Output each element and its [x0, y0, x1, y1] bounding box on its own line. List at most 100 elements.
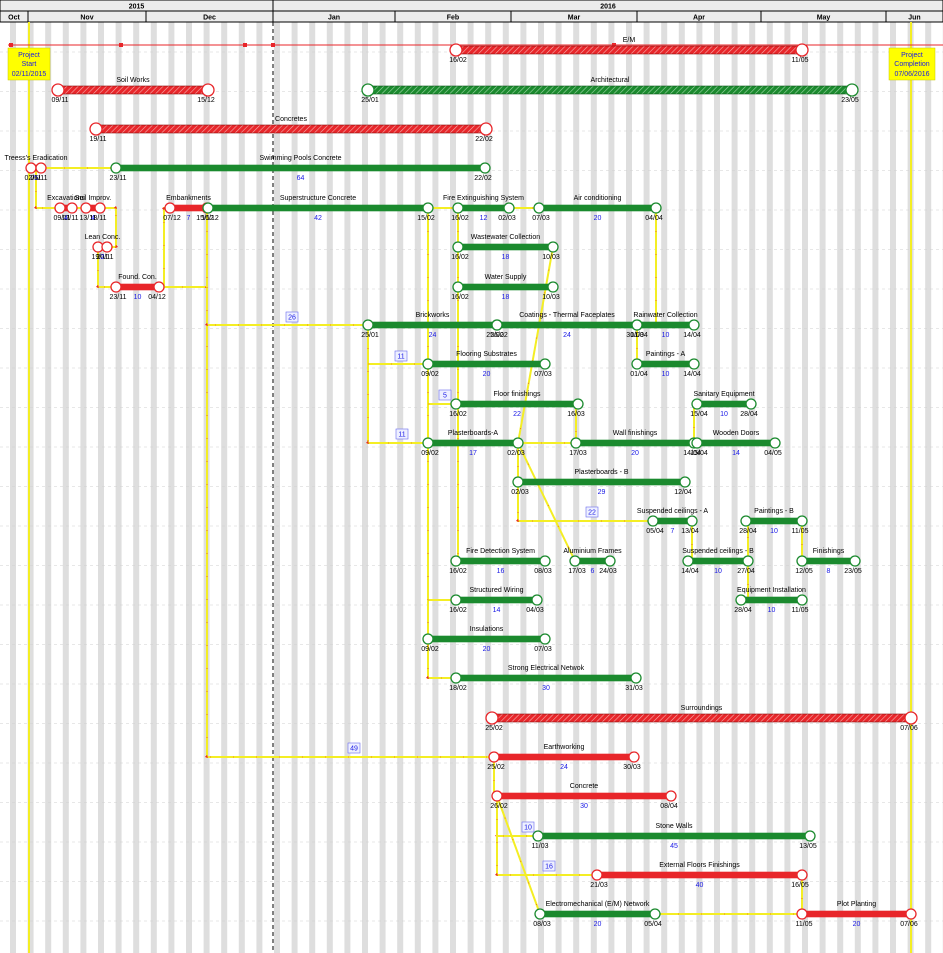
start-node[interactable]: [450, 672, 462, 684]
task-bar[interactable]: [652, 517, 693, 525]
task-bar[interactable]: [696, 439, 776, 447]
end-node[interactable]: [796, 515, 808, 527]
start-node[interactable]: [647, 515, 659, 527]
end-node[interactable]: [796, 869, 808, 881]
start-node[interactable]: [449, 43, 463, 57]
task-bar[interactable]: [427, 360, 546, 368]
task-20[interactable]: Flooring Substrates 09/02 07/03 20: [421, 351, 552, 378]
end-node[interactable]: [630, 672, 642, 684]
task-9[interactable]: Found. Con. 23/11 04/12 10: [110, 274, 166, 301]
end-node[interactable]: [845, 83, 859, 97]
start-node[interactable]: [25, 162, 37, 174]
start-node[interactable]: [491, 790, 503, 802]
start-node[interactable]: [488, 751, 500, 763]
end-node[interactable]: [547, 281, 559, 293]
task-39[interactable]: Concrete 26/02 08/04 30: [490, 783, 678, 810]
start-node[interactable]: [450, 555, 462, 567]
end-node[interactable]: [35, 162, 47, 174]
end-node[interactable]: [650, 202, 662, 214]
task-33[interactable]: Structured Wiring 16/02 04/03 14: [449, 587, 544, 614]
task-bar[interactable]: [801, 557, 856, 565]
task-42[interactable]: Electromechanical (E/M) Network 08/03 05/0…: [533, 901, 662, 928]
end-node[interactable]: [101, 241, 113, 253]
end-node[interactable]: [742, 555, 754, 567]
project-completion-milestone[interactable]: Project Completion 07/06/2016: [888, 47, 936, 81]
task-22[interactable]: Sanitary Equipment 15/04 28/04 10: [690, 391, 758, 418]
task-bar[interactable]: [455, 45, 803, 55]
task-18[interactable]: Rainwater Collection 01/04 14/04 10: [630, 312, 701, 339]
end-node[interactable]: [547, 241, 559, 253]
task-bar[interactable]: [455, 674, 637, 682]
start-node[interactable]: [89, 122, 103, 136]
task-25[interactable]: Wooden Doors 15/04 04/05 14: [690, 430, 782, 457]
end-node[interactable]: [94, 202, 106, 214]
start-node[interactable]: [691, 398, 703, 410]
start-node[interactable]: [422, 437, 434, 449]
start-node[interactable]: [591, 869, 603, 881]
task-35[interactable]: Insulations 09/02 07/03 20: [421, 626, 552, 653]
start-node[interactable]: [796, 908, 808, 920]
task-12[interactable]: Fire Extinguishing System 16/02 02/03 12: [443, 195, 524, 222]
task-bar[interactable]: [496, 792, 672, 800]
start-node[interactable]: [422, 633, 434, 645]
task-bar[interactable]: [455, 557, 546, 565]
end-node[interactable]: [679, 476, 691, 488]
task-17[interactable]: Coatings - Thermal Faceplates 26/02 31/03 2…: [490, 312, 644, 339]
start-node[interactable]: [80, 202, 92, 214]
task-bar[interactable]: [367, 321, 498, 329]
start-node[interactable]: [533, 202, 545, 214]
start-node[interactable]: [569, 555, 581, 567]
task-36[interactable]: Strong Electrical Netwok 18/02 31/03 30: [449, 665, 643, 692]
task-40[interactable]: Stone Walls 11/03 13/05 45: [532, 823, 817, 850]
end-node[interactable]: [769, 437, 781, 449]
task-31[interactable]: Suspended ceilings - B 14/04 27/04 10: [681, 548, 755, 575]
end-node[interactable]: [665, 790, 677, 802]
end-node[interactable]: [531, 594, 543, 606]
start-node[interactable]: [532, 830, 544, 842]
task-bar[interactable]: [457, 204, 510, 212]
task-bar[interactable]: [496, 321, 638, 329]
end-node[interactable]: [512, 437, 524, 449]
task-bar[interactable]: [696, 400, 752, 408]
task-bar[interactable]: [539, 910, 656, 918]
task-27[interactable]: Suspended ceilings - A 05/04 13/04 7: [637, 508, 709, 535]
task-3[interactable]: Concretes 19/11 22/02: [89, 116, 493, 143]
start-node[interactable]: [452, 241, 464, 253]
task-28[interactable]: Paintings - B 28/04 11/05 10: [739, 508, 808, 535]
end-node[interactable]: [572, 398, 584, 410]
task-19[interactable]: Paintings - A 01/04 14/04 10: [630, 351, 701, 378]
start-node[interactable]: [735, 594, 747, 606]
task-14[interactable]: Wastewater Collection 16/02 10/03 18: [451, 234, 560, 261]
task-bar[interactable]: [455, 596, 538, 604]
start-node[interactable]: [534, 908, 546, 920]
task-34[interactable]: Equipment Installation 28/04 11/05 10: [734, 587, 808, 614]
task-bar[interactable]: [538, 204, 657, 212]
start-node[interactable]: [110, 281, 122, 293]
start-node[interactable]: [631, 358, 643, 370]
start-node[interactable]: [450, 594, 462, 606]
end-node[interactable]: [796, 594, 808, 606]
task-bar[interactable]: [115, 283, 160, 291]
project-start-milestone[interactable]: Project Start 02/11/2015: [7, 47, 51, 81]
end-node[interactable]: [604, 555, 616, 567]
start-node[interactable]: [164, 202, 176, 214]
start-node[interactable]: [631, 319, 643, 331]
end-node[interactable]: [904, 711, 918, 725]
end-node[interactable]: [153, 281, 165, 293]
task-bar[interactable]: [457, 243, 554, 251]
start-node[interactable]: [54, 202, 66, 214]
task-30[interactable]: Aluminium Frames 17/03 24/03 6: [563, 548, 622, 575]
task-43[interactable]: Plot Planting 11/05 07/06 20: [796, 901, 918, 928]
task-29[interactable]: Fire Detection System 16/02 08/03 16: [449, 548, 552, 575]
task-bar[interactable]: [491, 713, 912, 723]
task-bar[interactable]: [687, 557, 749, 565]
task-5[interactable]: Swimming Pools Concrete 23/11 22/02 64: [110, 155, 492, 182]
start-node[interactable]: [110, 162, 122, 174]
task-41[interactable]: External Floors Finishings 21/03 16/05 40: [590, 862, 809, 889]
end-node[interactable]: [422, 202, 434, 214]
end-node[interactable]: [795, 43, 809, 57]
task-bar[interactable]: [575, 439, 695, 447]
end-node[interactable]: [688, 358, 700, 370]
end-node[interactable]: [686, 515, 698, 527]
task-bar[interactable]: [115, 164, 486, 172]
